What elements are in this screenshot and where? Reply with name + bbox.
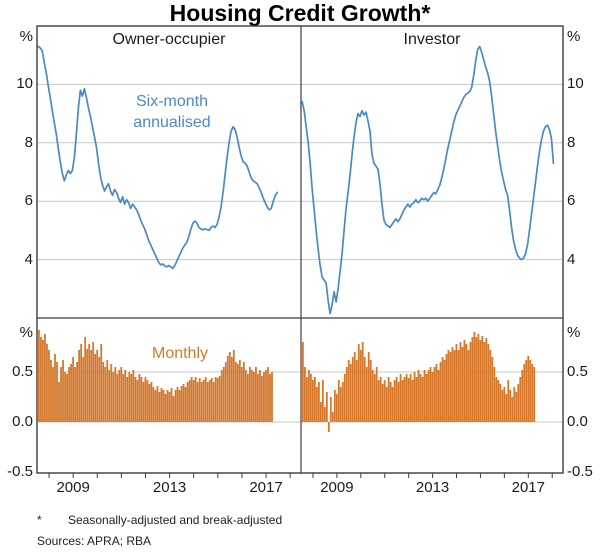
footnote-marker: *	[37, 513, 42, 527]
y-axis-tick-label: 6	[24, 192, 33, 210]
x-axis-year-label: 2009	[320, 479, 354, 496]
series-label-line: annualised	[133, 114, 211, 131]
y-axis-tick-label: 4	[567, 250, 576, 268]
y-axis-unit-label: %	[19, 324, 33, 341]
x-axis-year-label: 2013	[152, 479, 187, 496]
x-axis-year-label: 2009	[56, 479, 90, 496]
y-axis-tick-label: 8	[567, 133, 576, 151]
sources-line: Sources: APRA; RBA	[37, 534, 152, 548]
footnote: * Seasonally-adjusted and break-adjusted	[37, 513, 282, 527]
y-axis-tick-label: 10	[567, 75, 584, 93]
panel-title-owner-occupier: Owner-occupier	[112, 31, 226, 48]
series-label-six-month-annualised: Six-month annualised	[67, 91, 277, 133]
x-axis-year-label: 2013	[415, 479, 450, 496]
series-label-monthly: Monthly	[151, 345, 209, 362]
series-label-line: Six-month	[135, 93, 209, 110]
y-axis-unit-label: %	[19, 28, 33, 45]
y-axis-tick-label: 4	[24, 250, 33, 268]
y-axis-tick-label: 0.0	[12, 413, 33, 430]
x-axis-year-label: 2017	[249, 479, 283, 496]
y-axis-unit-label: %	[567, 28, 581, 45]
panel-title-investor: Investor	[403, 31, 461, 48]
footnote-text: Seasonally-adjusted and break-adjusted	[68, 513, 283, 527]
y-axis-unit-label: %	[567, 324, 581, 341]
y-axis-tick-label: 10	[16, 75, 33, 93]
y-axis-tick-label: 0.5	[12, 363, 33, 380]
y-axis-tick-label: 0.0	[567, 413, 588, 430]
y-axis-tick-label: 6	[567, 192, 576, 210]
y-axis-tick-label: 8	[24, 133, 33, 151]
chart-title: Housing Credit Growth*	[169, 0, 431, 26]
y-axis-tick-label: 0.5	[567, 363, 588, 380]
x-axis-year-label: 2017	[511, 479, 545, 496]
y-axis-tick-label: -0.5	[7, 463, 33, 480]
y-axis-tick-label: -0.5	[567, 463, 593, 480]
